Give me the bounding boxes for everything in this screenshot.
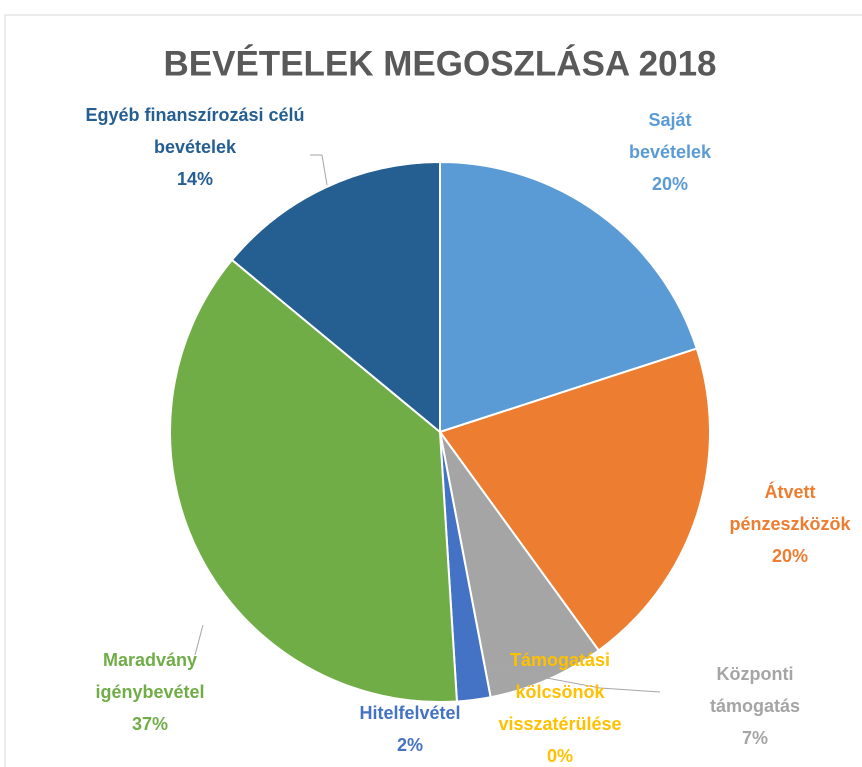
chart-border (4, 14, 862, 767)
pie-slice (439, 160, 699, 434)
category-label: Hitelfelvétel (359, 703, 461, 723)
value-label: 37% (131, 714, 169, 734)
pie-slice (439, 431, 601, 699)
slice-label: Maradvány igénybevétel 37% (65, 644, 235, 740)
value-label: 0% (546, 746, 573, 766)
value-label: 20% (651, 174, 689, 194)
category-label: Saját bevételek (628, 110, 712, 162)
slice-label: Egyéb finanszírozási célú bevételek 14% (70, 99, 320, 195)
pie-slice (230, 160, 441, 435)
chart-title: BEVÉTELEK MEGOSZLÁSA 2018 (164, 43, 717, 83)
slices (169, 160, 711, 703)
slice-label: Saját bevételek 20% (610, 104, 730, 200)
slice-label: Támogatási kölcsönök visszatérülése 0% (495, 644, 625, 767)
category-label: Támogatási kölcsönök visszatérülése (498, 650, 622, 734)
slice-label: Központi támogatás 7% (690, 658, 820, 754)
leader-line (487, 666, 661, 693)
slice-label: Átvett pénzeszközök 20% (705, 476, 862, 572)
value-label: 20% (771, 546, 809, 566)
pie-slice (438, 347, 711, 652)
category-label: Maradvány igénybevétel (95, 650, 205, 702)
value-label: 14% (176, 169, 214, 189)
slice-label: Hitelfelvétel 2% (335, 697, 485, 761)
leader-line (310, 154, 328, 186)
value-label: 7% (741, 728, 768, 748)
category-label: Egyéb finanszírozási célú bevételek (85, 105, 305, 157)
pie-slice (169, 258, 459, 703)
value-label: 2% (396, 735, 423, 755)
category-label: Központi támogatás (709, 664, 801, 716)
leader-line (194, 624, 204, 656)
category-label: Átvett pénzeszközök (729, 482, 851, 534)
